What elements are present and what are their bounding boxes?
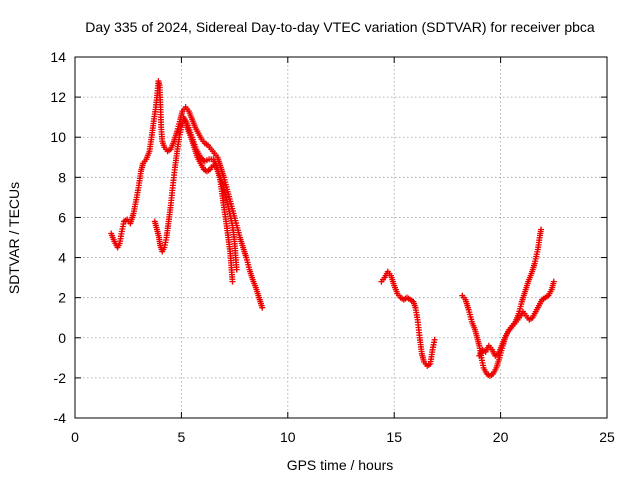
x-tick-label: 20 (493, 429, 509, 445)
series-track-3 (180, 114, 240, 273)
y-tick-label: 6 (58, 209, 66, 225)
data-points (108, 78, 557, 379)
data-point (431, 336, 438, 343)
x-tick-label: 5 (178, 429, 186, 445)
y-tick-label: 8 (58, 169, 66, 185)
data-point (233, 266, 240, 273)
y-tick-label: 0 (58, 330, 66, 346)
data-point (550, 278, 557, 285)
y-tick-label: 4 (58, 250, 66, 266)
y-tick-label: 10 (50, 129, 66, 145)
y-tick-label: -2 (54, 370, 67, 386)
chart-title: Day 335 of 2024, Sidereal Day-to-day VTE… (85, 19, 595, 35)
y-tick-label: 14 (50, 49, 66, 65)
grid-lines (75, 57, 607, 418)
y-tick-label: -4 (54, 410, 67, 426)
x-tick-label: 10 (280, 429, 296, 445)
y-tick-labels: 14 12 10 8 6 4 2 0 -2 -4 (50, 49, 66, 426)
x-tick-label: 15 (386, 429, 402, 445)
x-tick-labels: 0 5 10 15 20 25 (71, 429, 615, 445)
data-point (538, 226, 545, 233)
y-tick-label: 12 (50, 89, 66, 105)
data-point (259, 304, 266, 311)
series-track-6 (476, 278, 557, 359)
x-tick-label: 0 (71, 429, 79, 445)
x-tick-label: 25 (599, 429, 615, 445)
x-axis-label: GPS time / hours (287, 457, 394, 473)
series-track-1 (108, 78, 266, 311)
data-point (229, 278, 236, 285)
series-track-4 (378, 268, 438, 369)
y-tick-label: 2 (58, 290, 66, 306)
series-track-5 (459, 226, 545, 379)
y-axis-label: SDTVAR / TECUs (6, 182, 22, 294)
plot-frame (74, 56, 608, 419)
